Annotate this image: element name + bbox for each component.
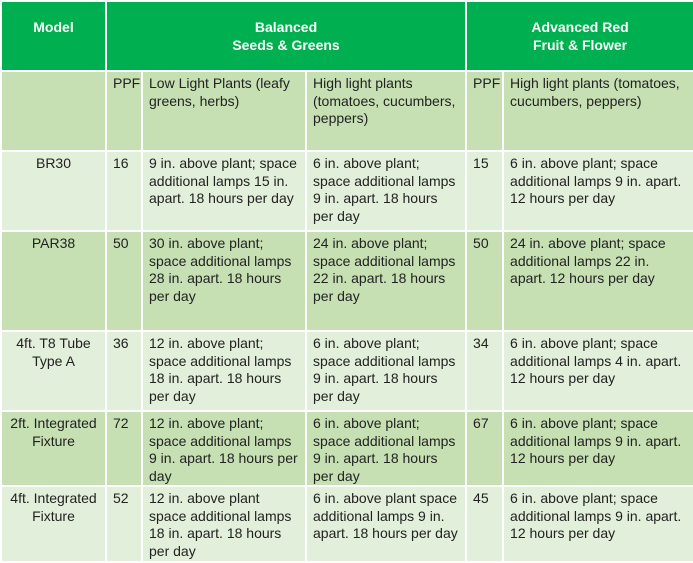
subheader-cell: PPF: [465, 70, 505, 152]
table-cell: 6 in. above plant; space additional lamp…: [304, 330, 468, 412]
header-advanced-line2: Fruit & Flower: [532, 36, 628, 53]
model-cell: PAR38: [0, 230, 107, 332]
table-cell: 72: [105, 410, 143, 487]
table-cell: 6 in. above plant; space additional lamp…: [502, 330, 693, 412]
header-row: Model Balanced Seeds & Greens Advanced R…: [0, 0, 693, 72]
table-cell: 50: [105, 230, 143, 332]
model-cell: 2ft. Integrated Fixture: [0, 410, 107, 487]
table-row: PAR38 50 30 in. above plant; space addit…: [0, 230, 693, 332]
subheader-cell: [0, 70, 107, 152]
table-cell: 30 in. above plant; space additional lam…: [141, 230, 307, 332]
table-cell: 6 in. above plant; space additional lamp…: [502, 150, 693, 232]
table-cell: 45: [465, 485, 505, 563]
table-cell: 15: [465, 150, 505, 232]
table-cell: 9 in. above plant; space additional lamp…: [141, 150, 307, 232]
model-cell: BR30: [0, 150, 107, 232]
table-cell: 36: [105, 330, 143, 412]
header-model: Model: [0, 0, 107, 72]
table-cell: 12 in. above plant space additional lamp…: [141, 485, 307, 563]
table-cell: 6 in. above plant; space additional lamp…: [304, 150, 468, 232]
table-cell: 6 in. above plant; space additional lamp…: [304, 410, 468, 487]
table-cell: 6 in. above plant; space additional lamp…: [502, 485, 693, 563]
subheader-cell: Low Light Plants (leafy greens, herbs): [141, 70, 307, 152]
subheader-cell: High light plants (tomatoes, cucumbers, …: [304, 70, 468, 152]
model-cell: 4ft. T8 Tube Type A: [0, 330, 107, 412]
table-cell: 67: [465, 410, 505, 487]
header-advanced-line1: Advanced Red: [531, 19, 629, 35]
header-balanced-line1: Balanced: [254, 19, 318, 35]
subheader-row: PPF Low Light Plants (leafy greens, herb…: [0, 70, 693, 152]
table-cell: 52: [105, 485, 143, 563]
header-balanced-line2: Seeds & Greens: [232, 36, 340, 53]
table-row: 2ft. Integrated Fixture 72 12 in. above …: [0, 410, 693, 487]
table-cell: 12 in. above plant; space additional lam…: [141, 330, 307, 412]
table-cell: 6 in. above plant space additional lamps…: [304, 485, 468, 563]
subheader-cell: PPF: [105, 70, 143, 152]
header-balanced: Balanced Seeds & Greens: [104, 0, 468, 72]
subheader-cell: High light plants (tomatoes, cucumbers, …: [502, 70, 693, 152]
table-row: BR30 16 9 in. above plant; space additio…: [0, 150, 693, 232]
table-cell: 6 in. above plant; space additional lamp…: [502, 410, 693, 487]
header-advanced: Advanced Red Fruit & Flower: [465, 0, 693, 72]
table-cell: 12 in. above plant; space additional lam…: [141, 410, 307, 487]
model-cell: 4ft. Integrated Fixture: [0, 485, 107, 563]
table-row: 4ft. Integrated Fixture 52 12 in. above …: [0, 485, 693, 563]
table-cell: 24 in. above plant; space additional lam…: [502, 230, 693, 332]
table-cell: 34: [465, 330, 505, 412]
table-cell: 50: [465, 230, 505, 332]
table-cell: 16: [105, 150, 143, 232]
table-cell: 24 in. above plant; space additional lam…: [304, 230, 468, 332]
table-row: 4ft. T8 Tube Type A 36 12 in. above plan…: [0, 330, 693, 412]
